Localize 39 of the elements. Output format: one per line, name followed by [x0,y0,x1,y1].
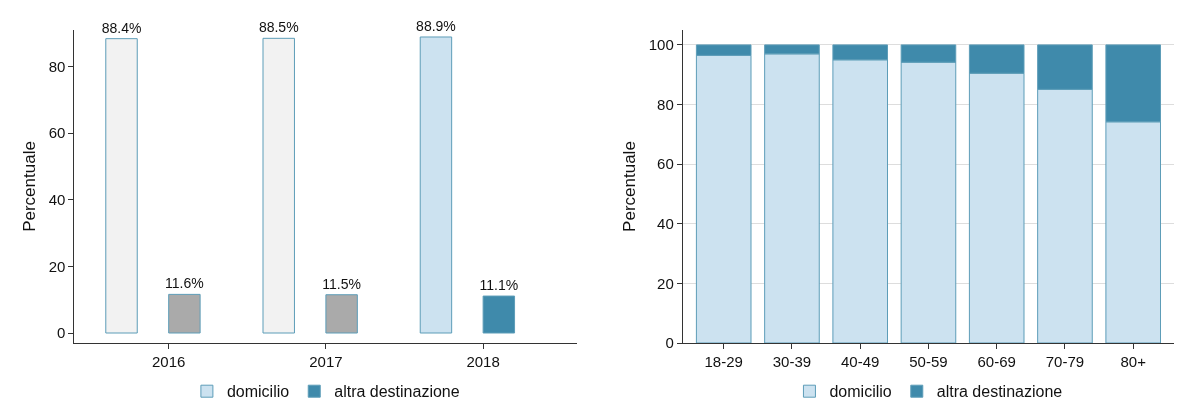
legend-label: altra destinazione [936,383,1063,401]
bar [168,293,201,334]
bar [419,36,453,334]
y-tick-label: 80 [657,95,674,113]
data-label: 88.4% [101,19,142,36]
y-tick-label: 20 [48,257,66,275]
x-tick-label: 30-39 [772,353,812,370]
x-tick-label: 70-79 [1045,353,1085,370]
bar [482,295,516,334]
x-tick-label: 60-69 [977,353,1016,370]
legend-label: altra destinazione [334,383,460,401]
legend-label: domicilio [829,383,892,401]
y-tick-label: 60 [657,155,674,173]
y-tick-label: 0 [665,334,674,352]
x-tick-label: 80+ [1120,353,1147,370]
data-label: 88.5% [258,19,299,36]
data-label: 11.1% [479,277,519,294]
x-tick-label: 2017 [309,353,343,370]
data-label: 11.6% [165,275,204,292]
y-axis-title: Percentuale [620,141,640,232]
y-tick-label: 60 [48,124,66,142]
y-tick-label: 80 [48,57,66,75]
x-tick-label: 2018 [466,353,500,370]
x-tick-label: 50-59 [909,353,948,370]
x-tick-label: 2016 [151,353,186,370]
y-tick-label: 40 [48,191,66,209]
y-tick-label: 20 [657,274,674,292]
y-axis-title: Percentuale [20,141,40,232]
y-tick-label: 40 [657,215,674,233]
data-label: 88.9% [416,17,456,34]
x-tick-label: 40-49 [841,353,880,370]
legend-label: domicilio [226,383,290,401]
data-label: 11.5% [322,275,361,292]
bar [325,294,358,334]
y-tick-label: 100 [648,36,674,54]
bar [262,37,295,334]
bar [105,38,138,334]
y-tick-label: 0 [57,324,66,342]
x-tick-label: 18-29 [704,353,743,370]
